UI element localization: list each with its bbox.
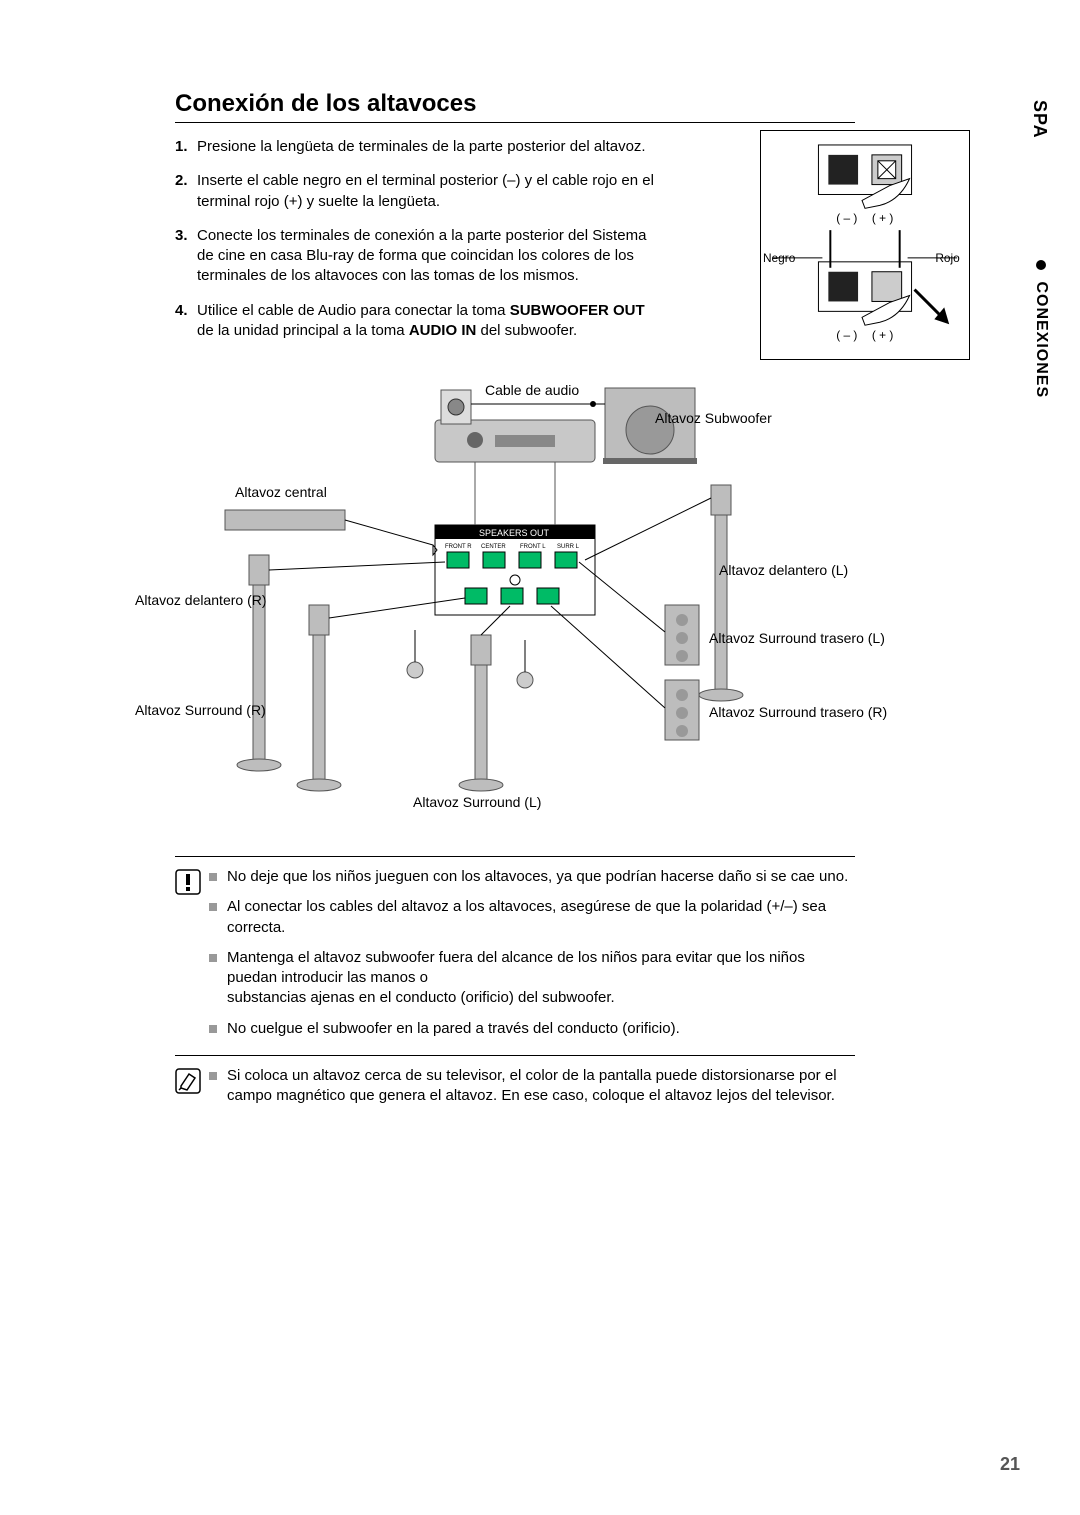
svg-text:CENTER: CENTER [481,544,506,550]
warning-item: Mantenga el altavoz subwoofer fuera del … [209,948,855,1009]
red-label: Rojo [935,251,960,265]
label-surround-r: Altavoz Surround (R) [135,702,266,718]
svg-text:SURR L: SURR L [557,544,580,550]
note-block: Si coloca un altavoz cerca de su televis… [175,1055,855,1117]
svg-text:SPEAKERS OUT: SPEAKERS OUT [479,528,550,538]
step-text: Utilice el cable de Audio para conectar … [197,301,655,342]
minus-label: ( – ) [836,211,857,225]
step-text: Conecte los terminales de conexión a la … [197,226,655,287]
step-3: 3. Conecte los terminales de conexión a … [175,226,655,287]
bullet-icon [1036,260,1046,270]
label-surround-rear-r: Altavoz Surround trasero (R) [709,704,887,720]
label-front-l: Altavoz delantero (L) [719,562,848,578]
step-text: Presione la lengüeta de terminales de la… [197,137,655,157]
page-number: 21 [1000,1454,1020,1475]
steps-list: 1. Presione la lengüeta de terminales de… [175,137,655,341]
step-text: Inserte el cable negro en el terminal po… [197,171,655,212]
svg-text:FRONT R: FRONT R [445,544,472,550]
warning-item: No cuelgue el subwoofer en la pared a tr… [209,1019,855,1039]
plus-label: ( + ) [872,211,893,225]
step-number: 4. [175,301,197,342]
step-1: 1. Presione la lengüeta de terminales de… [175,137,655,157]
step-4: 4. Utilice el cable de Audio para conect… [175,301,655,342]
step-number: 3. [175,226,197,287]
side-section-tab: CONEXIONES [1032,260,1050,398]
side-section-label: CONEXIONES [1033,281,1050,398]
label-cable: Cable de audio [485,382,579,398]
svg-text:( – ): ( – ) [836,328,857,342]
label-front-r: Altavoz delantero (R) [135,592,267,608]
warning-block: No deje que los niños jueguen con los al… [175,856,855,1049]
label-surround-rear-l: Altavoz Surround trasero (L) [709,630,885,646]
note-item: Si coloca un altavoz cerca de su televis… [209,1066,855,1107]
caution-icon [175,867,209,1049]
step-number: 2. [175,171,197,212]
step-2: 2. Inserte el cable negro en el terminal… [175,171,655,212]
svg-text:FRONT L: FRONT L [520,544,546,550]
terminal-illustration: ( – ) ( + ) ( – ) ( + ) Negro Rojo [760,130,970,360]
side-language-tab: SPA [1029,100,1050,139]
label-subwoofer: Altavoz Subwoofer [655,410,772,426]
svg-text:( + ): ( + ) [872,328,893,342]
note-icon [175,1066,209,1117]
notes-section: No deje que los niños jueguen con los al… [175,850,855,1116]
page: SPA CONEXIONES Conexión de los altavoces… [0,0,1080,1515]
step-number: 1. [175,137,197,157]
black-label: Negro [763,251,796,265]
page-title: Conexión de los altavoces [175,90,855,123]
warning-item: No deje que los niños jueguen con los al… [209,867,855,887]
label-surround-l: Altavoz Surround (L) [413,794,541,810]
warning-item: Al conectar los cables del altavoz a los… [209,897,855,938]
label-center: Altavoz central [235,484,327,500]
speaker-wiring-diagram: SPEAKERS OUT FRONT R CENTER FRONT L SURR L [175,380,855,820]
